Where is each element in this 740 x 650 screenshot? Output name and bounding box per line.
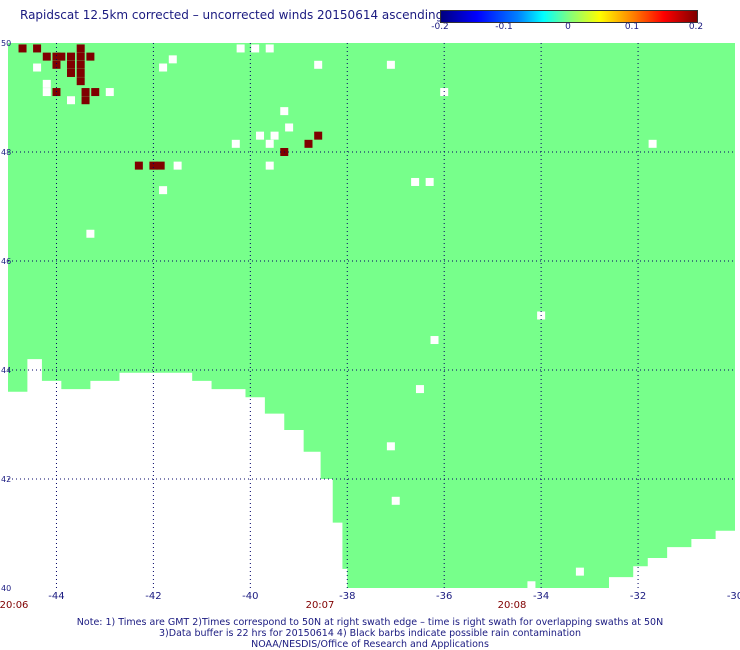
- missing-data-pixel: [256, 131, 265, 140]
- note-line-3: NOAA/NESDIS/Office of Research and Appli…: [251, 639, 489, 650]
- note-line-2: 3)Data buffer is 22 hrs for 20150614 4) …: [159, 628, 581, 639]
- longitude-tick-label: -34: [533, 591, 549, 602]
- missing-data-pixel: [527, 581, 536, 590]
- positive-difference-pixel: [52, 88, 61, 97]
- latitude-tick-label: 46: [1, 257, 11, 266]
- missing-data-pixel: [42, 79, 51, 88]
- positive-difference-pixel: [76, 60, 85, 69]
- colorbar-label: 0: [565, 22, 571, 32]
- missing-data-pixel: [430, 336, 439, 345]
- missing-data-pixel: [105, 88, 114, 97]
- missing-data-pixel: [314, 60, 323, 69]
- chart-title: Rapidscat 12.5km corrected – uncorrected…: [20, 8, 444, 22]
- missing-data-pixel: [159, 186, 168, 195]
- positive-difference-pixel: [156, 161, 165, 170]
- colorbar-label: -0.1: [495, 22, 513, 32]
- missing-data-pixel: [425, 177, 434, 186]
- missing-data-pixel: [440, 88, 449, 97]
- colorbar-label: 0.2: [688, 22, 704, 32]
- positive-difference-pixel: [91, 88, 100, 97]
- missing-data-pixel: [265, 44, 274, 53]
- positive-difference-pixel: [134, 161, 143, 170]
- missing-data-pixel: [386, 60, 395, 69]
- latitude-tick-label: 48: [1, 148, 11, 157]
- missing-data-pixel: [575, 567, 584, 576]
- latitude-tick-label: 40: [1, 584, 11, 593]
- positive-difference-pixel: [81, 88, 90, 97]
- missing-data-pixel: [251, 44, 260, 53]
- missing-data-pixel: [168, 55, 177, 64]
- swath-time-label: 20:06: [0, 600, 28, 611]
- missing-data-pixel: [86, 229, 95, 238]
- missing-data-pixel: [270, 442, 279, 451]
- longitude-tick-label: -32: [630, 591, 646, 602]
- positive-difference-pixel: [67, 68, 76, 77]
- colorbar-label: -0.2: [431, 22, 449, 32]
- missing-data-pixel: [391, 496, 400, 505]
- missing-data-pixel: [42, 88, 51, 97]
- latitude-tick-label: 44: [1, 366, 11, 375]
- positive-difference-pixel: [76, 44, 85, 53]
- colorbar-label: 0.1: [624, 22, 640, 32]
- missing-data-pixel: [280, 107, 289, 116]
- missing-data-pixel: [285, 123, 294, 132]
- no-data-region: [608, 530, 735, 588]
- no-data-region: [8, 359, 348, 588]
- missing-data-pixel: [67, 96, 76, 105]
- longitude-tick-label: -30: [727, 591, 740, 602]
- positive-difference-pixel: [57, 52, 66, 61]
- positive-difference-pixel: [67, 60, 76, 69]
- swath-time-label: 20:07: [306, 600, 335, 611]
- positive-difference-pixel: [18, 44, 27, 53]
- positive-difference-pixel: [33, 44, 42, 53]
- missing-data-pixel: [415, 385, 424, 394]
- note-line-1: Note: 1) Times are GMT 2)Times correspon…: [76, 617, 664, 628]
- longitude-tick-label: -42: [145, 591, 161, 602]
- latitude-tick-label: 42: [1, 475, 11, 484]
- positive-difference-pixel: [149, 161, 158, 170]
- positive-difference-pixel: [86, 52, 95, 61]
- longitude-tick-label: -40: [242, 591, 258, 602]
- missing-data-pixel: [173, 161, 182, 170]
- missing-data-pixel: [386, 442, 395, 451]
- missing-data-pixel: [270, 131, 279, 140]
- positive-difference-pixel: [304, 139, 313, 148]
- positive-difference-pixel: [42, 52, 51, 61]
- longitude-tick-label: -36: [436, 591, 452, 602]
- longitude-tick-label: -38: [339, 591, 355, 602]
- positive-difference-pixel: [67, 52, 76, 61]
- positive-difference-pixel: [52, 60, 61, 69]
- latitude-tick-label: 50: [1, 39, 11, 48]
- missing-data-pixel: [265, 161, 274, 170]
- missing-data-pixel: [33, 63, 42, 72]
- colorbar: [440, 10, 698, 23]
- missing-data-pixel: [231, 139, 240, 148]
- missing-data-pixel: [159, 63, 168, 72]
- positive-difference-pixel: [81, 96, 90, 105]
- missing-data-pixel: [236, 44, 245, 53]
- positive-difference-pixel: [76, 77, 85, 86]
- missing-data-pixel: [648, 139, 657, 148]
- positive-difference-pixel: [52, 52, 61, 61]
- missing-data-pixel: [411, 177, 420, 186]
- longitude-tick-label: -44: [48, 591, 64, 602]
- swath-time-label: 20:08: [498, 600, 527, 611]
- positive-difference-pixel: [314, 131, 323, 140]
- positive-difference-pixel: [76, 68, 85, 77]
- positive-difference-pixel: [76, 52, 85, 61]
- missing-data-pixel: [265, 139, 274, 148]
